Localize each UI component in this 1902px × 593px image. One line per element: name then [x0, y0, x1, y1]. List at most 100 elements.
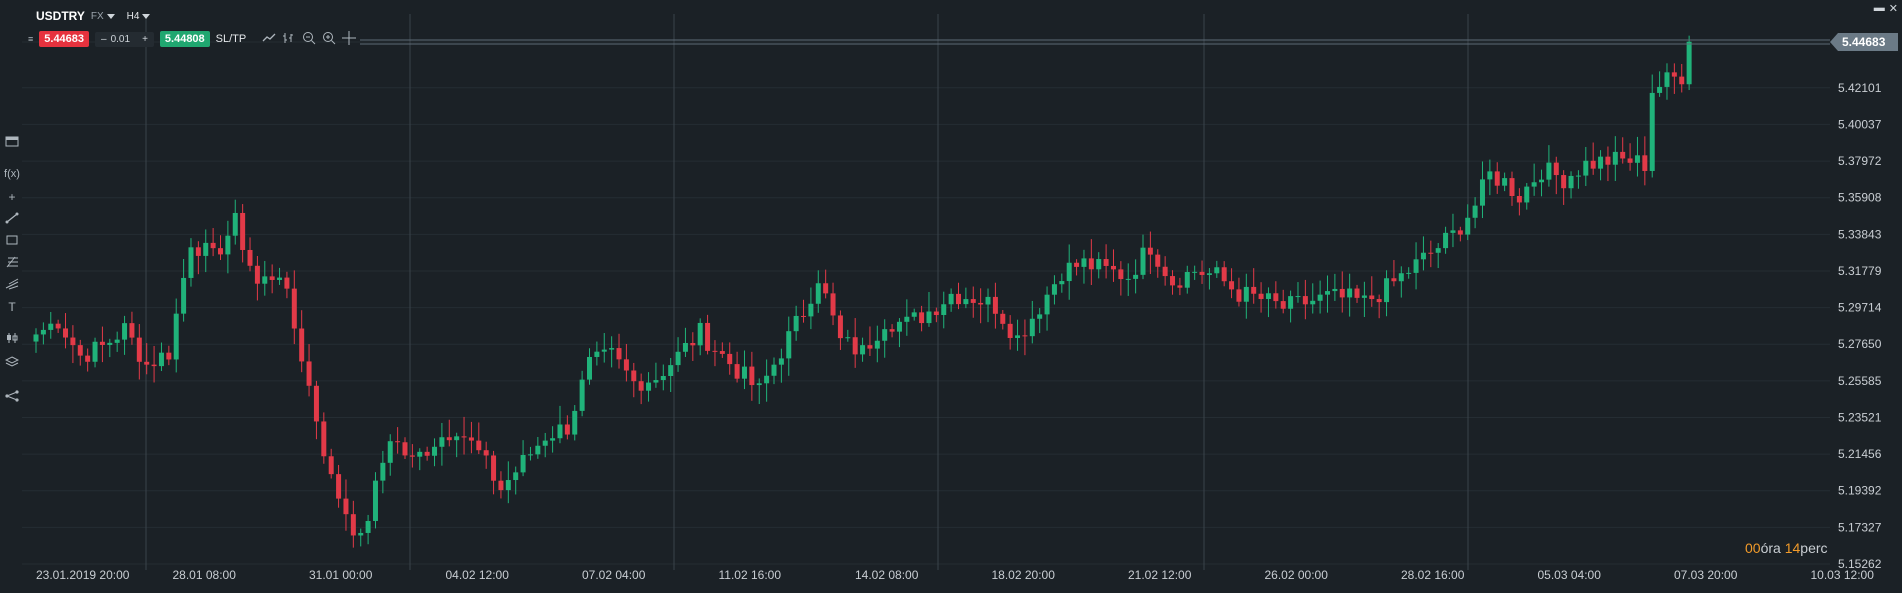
bullish-candle [262, 276, 268, 284]
bearish-candle [476, 440, 482, 451]
bearish-candle [129, 323, 135, 338]
bearish-candle [919, 312, 925, 324]
line-chart-icon[interactable] [262, 32, 276, 46]
window-icon[interactable] [4, 136, 20, 151]
quantity-stepper[interactable]: – 0.01 + [95, 31, 154, 47]
x-tick-label: 07.02 04:00 [582, 568, 646, 582]
bearish-candle [1679, 76, 1685, 85]
bullish-candle [520, 454, 526, 473]
sltp-button[interactable]: SL/TP [215, 33, 247, 45]
layers-icon[interactable] [4, 356, 20, 371]
bullish-candle [181, 277, 187, 314]
x-tick-label: 21.02 12:00 [1128, 568, 1192, 582]
bearish-candle [70, 337, 76, 346]
indicators-icon[interactable] [4, 332, 20, 347]
bullish-candle [778, 358, 784, 365]
bearish-candle [1236, 289, 1242, 302]
symbol-label[interactable]: USDTRY [36, 9, 85, 23]
crosshair-icon[interactable] [342, 30, 357, 48]
market-label: FX [90, 10, 104, 22]
countdown-hours-label: óra [1760, 540, 1781, 556]
x-tick-label: 23.01.2019 20:00 [36, 568, 130, 582]
bearish-candle [468, 437, 474, 441]
bar-type-icon[interactable] [282, 32, 296, 47]
bullish-candle [793, 315, 799, 332]
bullish-candle [173, 313, 179, 360]
bullish-candle [1634, 155, 1640, 163]
bullish-candle [1265, 293, 1271, 299]
bullish-candle [203, 242, 209, 256]
share-icon[interactable] [4, 390, 20, 405]
y-tick-label: 5.17327 [1838, 520, 1882, 534]
bearish-candle [1376, 299, 1382, 303]
bearish-candle [1428, 252, 1434, 254]
bullish-candle [432, 446, 438, 456]
bearish-candle [269, 276, 275, 280]
zoom-out-icon[interactable] [302, 31, 316, 48]
bearish-candle [1155, 254, 1161, 267]
bearish-candle [313, 385, 319, 422]
bearish-candle [1642, 155, 1648, 171]
bearish-candle [1258, 293, 1264, 299]
bearish-candle [1457, 230, 1463, 235]
zoom-in-icon[interactable] [322, 31, 336, 48]
bearish-candle [734, 364, 740, 379]
bearish-candle [1177, 285, 1183, 288]
bullish-candle [188, 247, 194, 278]
bearish-candle [1251, 286, 1257, 294]
trendline-icon[interactable] [4, 212, 20, 227]
bullish-candle [1384, 278, 1390, 303]
increase-quantity-button[interactable]: + [142, 33, 148, 45]
function-icon[interactable]: f(x) [4, 168, 20, 180]
bullish-candle [1657, 86, 1663, 93]
buy-button[interactable]: 5.44808 [159, 31, 210, 47]
bullish-candle [1044, 294, 1050, 315]
close-window-icon[interactable]: ✕ [1888, 3, 1898, 15]
y-tick-label: 5.25585 [1838, 374, 1882, 388]
bullish-candle [1568, 175, 1574, 189]
bullish-candle [808, 303, 814, 317]
bearish-candle [409, 455, 415, 457]
bearish-candle [321, 421, 327, 457]
bearish-candle [395, 441, 401, 443]
bullish-candle [372, 480, 378, 521]
bearish-candle [837, 315, 843, 339]
bullish-candle [1686, 41, 1692, 85]
market-dropdown[interactable]: FX [91, 11, 115, 22]
bearish-candle [889, 329, 895, 332]
bearish-candle [956, 293, 961, 305]
sell-button[interactable]: 5.44683 [39, 31, 90, 47]
fibonacci-icon[interactable] [4, 256, 20, 271]
window-controls: ▬ ✕ [1874, 2, 1898, 15]
pitchfork-icon[interactable] [4, 278, 20, 293]
bearish-candle [1022, 335, 1028, 337]
drag-handle-icon[interactable]: ≡ [28, 34, 34, 44]
text-icon[interactable]: T [8, 300, 16, 314]
bullish-candle [1583, 160, 1589, 176]
decrease-quantity-button[interactable]: – [101, 33, 107, 45]
bullish-candle [1664, 72, 1670, 87]
bullish-candle [1214, 267, 1220, 274]
bearish-candle [1627, 158, 1633, 163]
bearish-candle [690, 342, 696, 346]
bullish-candle [417, 451, 423, 457]
bearish-candle [77, 345, 83, 356]
crosshair-plus-icon[interactable]: + [8, 190, 16, 204]
bullish-candle [911, 312, 917, 317]
countdown-hours: 00 [1745, 540, 1761, 556]
timeframe-dropdown[interactable]: H4 [127, 11, 151, 22]
bearish-candle [240, 212, 246, 250]
quantity-value[interactable]: 0.01 [110, 33, 131, 45]
rectangle-icon[interactable] [4, 234, 20, 249]
bearish-candle [218, 248, 223, 255]
bearish-candle [446, 437, 452, 441]
candle-countdown: 00óra 14perc [1745, 540, 1828, 556]
bullish-candle [1140, 247, 1146, 275]
bullish-candle [1649, 92, 1655, 171]
minimize-window-icon[interactable]: ▬ [1873, 2, 1885, 14]
bullish-candle [904, 316, 910, 322]
bullish-candle [1435, 248, 1441, 253]
bullish-candle [1325, 291, 1330, 295]
